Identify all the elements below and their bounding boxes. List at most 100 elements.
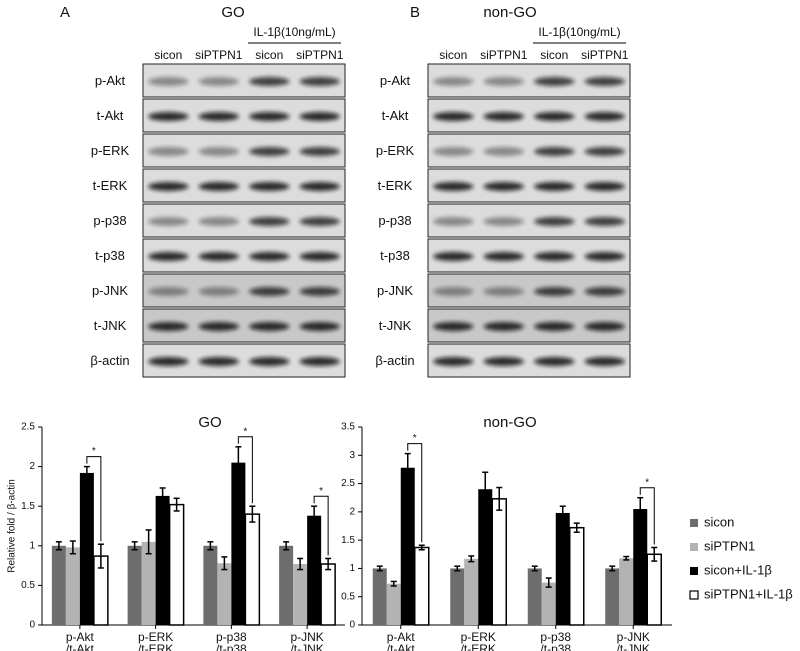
- bar: [569, 526, 585, 626]
- row-label: β-actin: [90, 353, 129, 368]
- bar: [244, 513, 261, 626]
- band: [249, 357, 290, 366]
- error-bar: [249, 505, 256, 523]
- band: [299, 357, 340, 366]
- row-label: t-ERK: [93, 178, 128, 193]
- band: [299, 77, 340, 86]
- significance-bracket: [639, 487, 655, 545]
- x-tick-label: /t-JNK: [617, 642, 650, 651]
- row-label: t-JNK: [379, 318, 412, 333]
- error-bar: [131, 541, 138, 551]
- row-label: t-p38: [380, 248, 410, 263]
- error-bar: [545, 577, 552, 588]
- band: [148, 287, 189, 296]
- band: [584, 147, 625, 156]
- bar: [400, 467, 415, 625]
- significance-bracket: [313, 495, 329, 556]
- significance-star: *: [92, 446, 96, 457]
- treatment-label: IL-1β(10ng/mL): [253, 25, 335, 39]
- legend-swatch: [690, 519, 698, 527]
- bar: [141, 541, 156, 625]
- band: [198, 252, 239, 261]
- bar: [555, 512, 570, 625]
- band: [433, 77, 474, 86]
- error-bar: [325, 557, 332, 571]
- band: [198, 147, 239, 156]
- error-bar: [468, 555, 475, 563]
- band: [433, 112, 474, 121]
- band: [534, 77, 575, 86]
- band: [198, 357, 239, 366]
- bar: [127, 545, 142, 625]
- x-tick-label: /t-p38: [216, 642, 247, 651]
- bar: [307, 515, 322, 625]
- band: [584, 357, 625, 366]
- error-bar: [221, 556, 228, 571]
- bar: [65, 547, 80, 625]
- row-label: p-Akt: [380, 73, 411, 88]
- band: [198, 182, 239, 191]
- error-bar: [609, 565, 616, 572]
- chart-title: GO: [198, 414, 221, 431]
- error-bar: [531, 565, 538, 572]
- bar: [619, 558, 634, 625]
- band: [584, 252, 625, 261]
- treatment-label: IL-1β(10ng/mL): [538, 25, 620, 39]
- band: [299, 287, 340, 296]
- band: [249, 217, 290, 226]
- band: [198, 322, 239, 331]
- bar: [279, 545, 294, 625]
- bar: [646, 553, 662, 626]
- error-bar: [559, 505, 566, 521]
- band: [584, 182, 625, 191]
- bar: [217, 563, 232, 625]
- bar: [464, 558, 479, 625]
- error-bar: [454, 565, 461, 572]
- x-tick-label: /t-JNK: [290, 642, 323, 651]
- row-label: p-ERK: [91, 143, 130, 158]
- error-bar: [637, 496, 644, 522]
- band: [249, 182, 290, 191]
- band: [483, 182, 524, 191]
- error-bar: [297, 557, 304, 571]
- band: [433, 322, 474, 331]
- band: [584, 322, 625, 331]
- band: [299, 252, 340, 261]
- x-tick-label: p-p38: [540, 630, 571, 644]
- band: [249, 112, 290, 121]
- band: [148, 252, 189, 261]
- chart-title: non-GO: [483, 414, 536, 431]
- band: [249, 252, 290, 261]
- error-bar: [173, 497, 180, 512]
- band: [483, 357, 524, 366]
- y-tick-label: 3: [349, 450, 355, 461]
- row-label: t-ERK: [378, 178, 413, 193]
- error-bar: [482, 471, 489, 507]
- band: [584, 287, 625, 296]
- band: [148, 77, 189, 86]
- band: [148, 217, 189, 226]
- error-bar: [83, 465, 90, 481]
- y-tick-label: 0: [29, 620, 35, 631]
- error-bar: [97, 543, 104, 569]
- legend-label: siPTPN1: [704, 538, 755, 553]
- row-label: t-p38: [95, 248, 125, 263]
- band: [534, 112, 575, 121]
- lane-label: sicon: [439, 48, 467, 62]
- error-bar: [623, 555, 630, 561]
- band: [483, 252, 524, 261]
- y-tick-label: 2.5: [21, 422, 35, 433]
- band: [148, 182, 189, 191]
- x-tick-label: p-JNK: [290, 630, 323, 644]
- row-label: p-ERK: [376, 143, 415, 158]
- y-tick-label: 3.5: [341, 422, 355, 433]
- y-tick-label: 2.5: [341, 478, 355, 489]
- band: [148, 112, 189, 121]
- row-label: t-Akt: [97, 108, 124, 123]
- lane-label: siPTPN1: [581, 48, 629, 62]
- panel-letter: A: [60, 4, 70, 21]
- bar: [293, 564, 308, 625]
- band: [584, 217, 625, 226]
- row-label: t-JNK: [94, 318, 127, 333]
- band: [299, 217, 340, 226]
